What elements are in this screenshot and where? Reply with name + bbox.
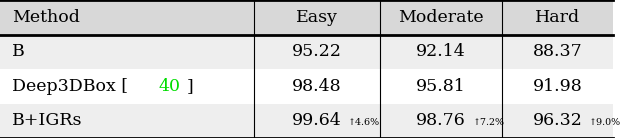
Bar [0, 104, 613, 138]
Bar [0, 0, 613, 34]
Text: 91.98: 91.98 [533, 78, 582, 95]
Text: B+IGRs: B+IGRs [13, 112, 83, 129]
Text: Moderate: Moderate [398, 9, 484, 26]
Text: Hard: Hard [535, 9, 580, 26]
Text: Method: Method [13, 9, 80, 26]
Text: Deep3DBox [: Deep3DBox [ [13, 78, 128, 95]
Text: 98.76: 98.76 [416, 112, 466, 129]
Text: ↑9.0%: ↑9.0% [589, 118, 621, 127]
Text: ↑4.6%: ↑4.6% [349, 118, 381, 127]
Text: 98.48: 98.48 [292, 78, 342, 95]
Bar [0, 34, 613, 69]
Text: 95.81: 95.81 [416, 78, 466, 95]
Text: B: B [13, 43, 25, 60]
Text: Easy: Easy [296, 9, 338, 26]
Text: 95.22: 95.22 [292, 43, 342, 60]
Text: ↑7.2%: ↑7.2% [473, 118, 505, 127]
Text: 40: 40 [159, 78, 181, 95]
Text: 88.37: 88.37 [533, 43, 582, 60]
Text: 96.32: 96.32 [533, 112, 582, 129]
Text: 92.14: 92.14 [416, 43, 466, 60]
Text: 99.64: 99.64 [292, 112, 342, 129]
Text: ]: ] [187, 78, 193, 95]
Bar [0, 69, 613, 104]
